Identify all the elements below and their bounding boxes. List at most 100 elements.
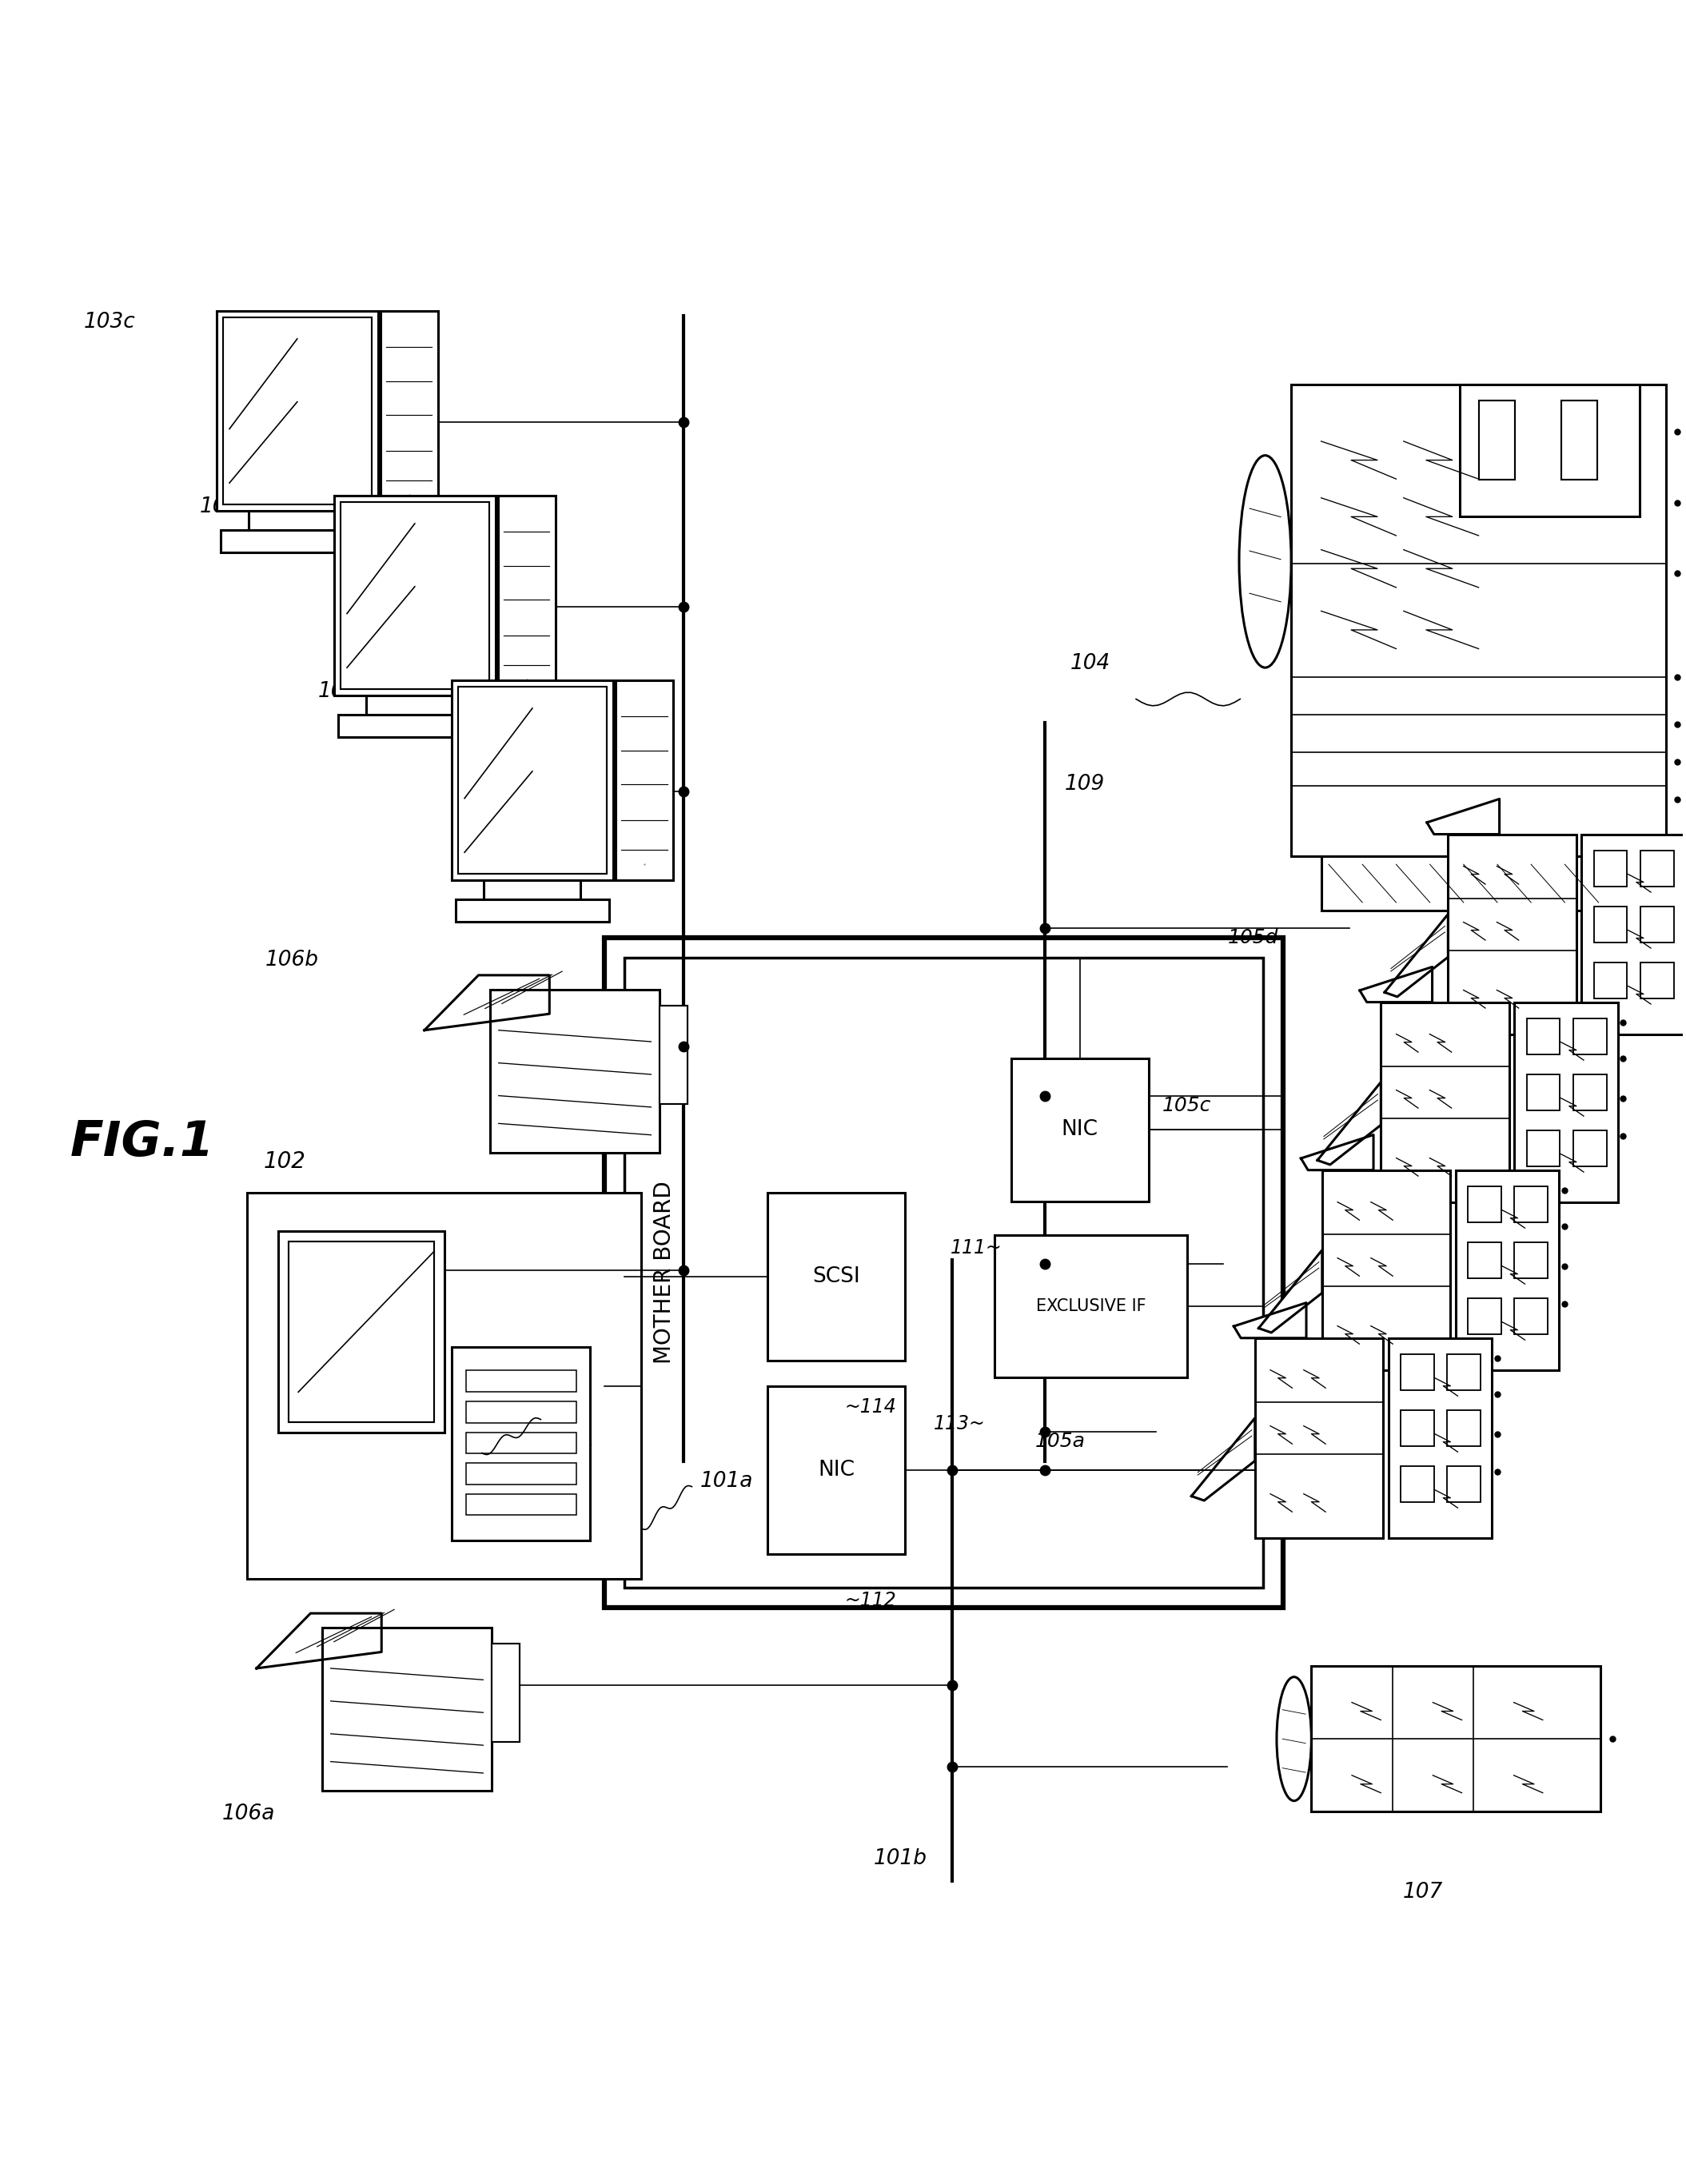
Bar (1526, 1129, 1560, 1166)
Bar (1469, 1297, 1501, 1334)
Bar (497, 496, 555, 695)
Polygon shape (425, 976, 550, 1031)
Bar (484, 880, 580, 900)
Bar (1460, 384, 1640, 518)
Bar (1254, 1339, 1383, 1538)
Polygon shape (1259, 1249, 1322, 1332)
Text: 101b: 101b (873, 1848, 927, 1870)
Text: 111~: 111~ (951, 1238, 1003, 1258)
Bar (1593, 906, 1627, 941)
Bar (465, 1433, 577, 1455)
Bar (1640, 906, 1674, 941)
Bar (465, 1463, 577, 1485)
Bar (1447, 1411, 1480, 1446)
Polygon shape (1384, 915, 1448, 996)
Bar (605, 937, 1283, 1607)
Text: 103a: 103a (319, 681, 371, 703)
Text: 107: 107 (1403, 1883, 1443, 1902)
Bar (1514, 1002, 1619, 1201)
Bar (223, 317, 371, 505)
Text: NIC: NIC (1062, 1120, 1098, 1140)
Text: 103b: 103b (201, 496, 253, 518)
Bar (1573, 1129, 1607, 1166)
Bar (1469, 1186, 1501, 1223)
Bar (334, 496, 496, 695)
Text: 102: 102 (263, 1151, 305, 1173)
Bar (1573, 1075, 1607, 1109)
Bar (1526, 1075, 1560, 1109)
Text: MOTHER BOARD: MOTHER BOARD (652, 1182, 676, 1365)
Bar (250, 511, 346, 531)
Text: 105c: 105c (1163, 1096, 1212, 1114)
Bar (1593, 963, 1627, 998)
Polygon shape (1317, 1081, 1381, 1164)
Bar (767, 1192, 905, 1361)
Ellipse shape (1239, 456, 1291, 668)
Bar (452, 681, 614, 880)
Text: 105a: 105a (1035, 1431, 1086, 1450)
Bar (1593, 850, 1627, 887)
Bar (1401, 1465, 1433, 1503)
Bar (1401, 1354, 1433, 1389)
Bar (1381, 1002, 1509, 1201)
Bar (1640, 963, 1674, 998)
Text: 106a: 106a (221, 1804, 275, 1824)
Text: 105b: 105b (1103, 1265, 1153, 1282)
Bar (1012, 1059, 1148, 1201)
Bar (1455, 1171, 1560, 1369)
Bar (1447, 1354, 1480, 1389)
Bar (1447, 1465, 1480, 1503)
Bar (492, 1645, 519, 1743)
Ellipse shape (1276, 1677, 1312, 1802)
Bar (1514, 1297, 1548, 1334)
Bar (465, 1369, 577, 1391)
Text: 109: 109 (1064, 773, 1104, 795)
Text: 110: 110 (551, 1396, 592, 1415)
Bar (1291, 384, 1666, 856)
Text: 113~: 113~ (934, 1415, 986, 1433)
Text: EXCLUSIVE IF: EXCLUSIVE IF (1035, 1297, 1146, 1315)
Bar (1526, 1018, 1560, 1055)
Bar (1469, 1243, 1501, 1278)
Polygon shape (1359, 968, 1431, 1002)
Bar (465, 1402, 577, 1422)
Bar (626, 957, 1263, 1588)
Text: ~114: ~114 (845, 1398, 897, 1417)
Polygon shape (1302, 1136, 1374, 1171)
Bar (1312, 1666, 1600, 1813)
Text: NIC: NIC (818, 1459, 855, 1481)
Bar (1561, 400, 1597, 480)
Bar (339, 714, 491, 736)
Text: ~112: ~112 (845, 1590, 897, 1610)
Bar (659, 1005, 688, 1103)
Bar (1448, 834, 1576, 1033)
Text: FIG.1: FIG.1 (71, 1118, 214, 1166)
Bar (246, 1192, 641, 1579)
Text: SCSI: SCSI (813, 1267, 860, 1286)
Bar (1479, 400, 1514, 480)
Bar (1573, 1018, 1607, 1055)
Polygon shape (1426, 799, 1499, 834)
Text: 104: 104 (1071, 653, 1109, 673)
Bar (278, 1232, 443, 1433)
Polygon shape (1234, 1302, 1307, 1339)
Bar (1322, 856, 1620, 911)
Bar (381, 310, 438, 511)
Text: 103c: 103c (84, 312, 137, 332)
Bar (491, 989, 659, 1153)
Bar (221, 531, 374, 553)
Bar (615, 681, 673, 880)
Bar (455, 900, 609, 922)
Bar (459, 688, 607, 874)
Bar (452, 1348, 590, 1540)
Bar (465, 1494, 577, 1516)
Bar (216, 310, 378, 511)
Bar (366, 695, 464, 714)
Polygon shape (256, 1614, 381, 1669)
Bar (767, 1387, 905, 1553)
Polygon shape (1192, 1417, 1254, 1500)
Bar (995, 1234, 1187, 1378)
Bar (341, 502, 489, 688)
Bar (288, 1241, 435, 1422)
Bar (1401, 1411, 1433, 1446)
